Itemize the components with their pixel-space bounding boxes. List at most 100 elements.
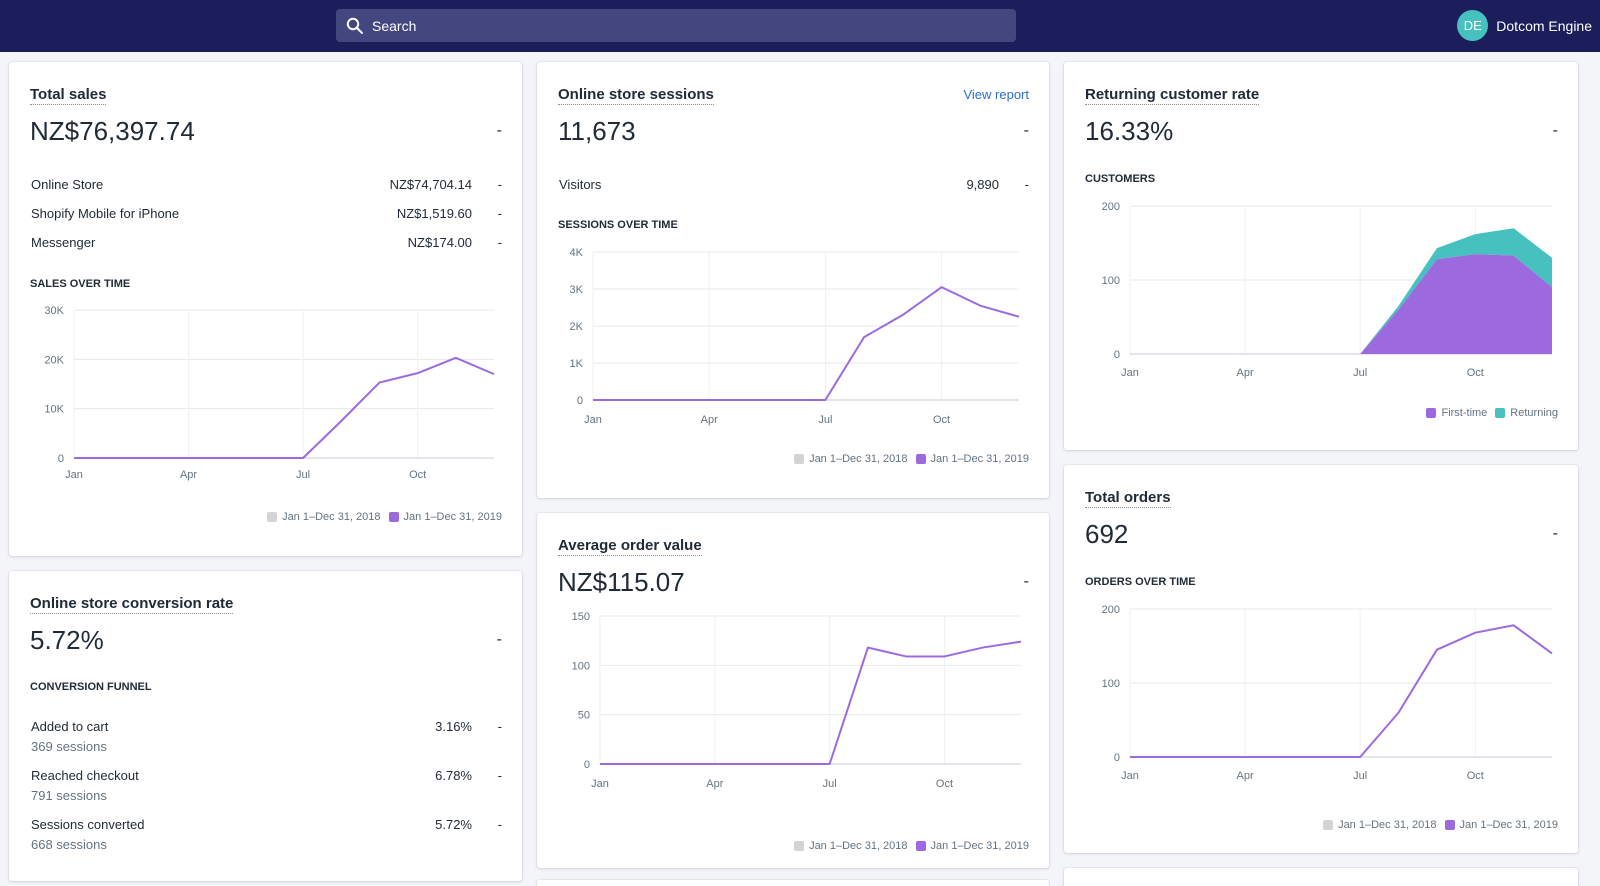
legend-label: Jan 1–Dec 31, 2019 — [930, 453, 1029, 465]
total-sales-card: Total sales NZ$76,397.74 - Online Store … — [9, 62, 522, 556]
comparison-dash: - — [1023, 122, 1029, 139]
list-item: Shopify Mobile for iPhone NZ$1,519.60 - — [31, 206, 502, 224]
funnel-step-label: Added to cart — [31, 719, 109, 734]
legend-swatch-2018 — [1323, 820, 1334, 830]
legend-label: Jan 1–Dec 31, 2018 — [1338, 819, 1437, 831]
average-order-value: NZ$115.07 — [558, 567, 685, 597]
area-series-first-time — [1130, 254, 1552, 354]
funnel-step-label: Sessions converted — [31, 817, 145, 832]
legend-label: Jan 1–Dec 31, 2018 — [809, 840, 908, 852]
x-tick-label: Jan — [584, 414, 602, 426]
comparison-dash: - — [497, 177, 502, 192]
funnel-step-rate: 3.16% — [435, 719, 472, 734]
y-tick-label: 0 — [577, 395, 583, 407]
legend-label: First-time — [1441, 407, 1488, 419]
funnel-step: Added to cart 3.16% - 369 sessions — [31, 719, 502, 754]
card-title[interactable]: Total sales — [30, 86, 107, 105]
legend-label: Returning — [1510, 407, 1558, 419]
view-report-link[interactable]: View report — [963, 87, 1029, 102]
funnel-step-rate: 5.72% — [435, 817, 472, 832]
y-tick-label: 3K — [570, 284, 584, 296]
returning-rate-value: 16.33% — [1085, 116, 1174, 146]
average-order-value-chart: 0 50 100 150 Jan Apr Jul Oct — [572, 611, 1022, 790]
y-tick-label: 20K — [44, 354, 64, 366]
comparison-dash: - — [496, 122, 502, 139]
area-series-returning — [1130, 228, 1552, 354]
comparison-dash: - — [1024, 177, 1029, 192]
legend-swatch-2019 — [388, 512, 399, 522]
x-tick-label: Jul — [1353, 770, 1367, 782]
x-tick-label: Jan — [591, 778, 609, 790]
chart-legend: Jan 1–Dec 31, 2018 Jan 1–Dec 31, 2019 — [786, 453, 1029, 465]
chart-subheading: SESSIONS OVER TIME — [558, 219, 678, 231]
card-title[interactable]: Online store sessions — [558, 86, 714, 105]
funnel-step: Sessions converted 5.72% - 668 sessions — [31, 817, 502, 852]
x-tick-label: Jul — [1353, 367, 1367, 379]
sessions-value: 11,673 — [558, 116, 636, 146]
avatar: DE — [1457, 10, 1489, 41]
y-tick-label: 30K — [44, 305, 64, 317]
y-tick-label: 150 — [572, 611, 590, 623]
conversion-rate-card: Online store conversion rate 5.72% - CON… — [9, 571, 522, 881]
chart-legend: Jan 1–Dec 31, 2018 Jan 1–Dec 31, 2019 — [259, 511, 502, 523]
conversion-rate-value: 5.72% — [30, 625, 104, 655]
chart-subheading: CONVERSION FUNNEL — [30, 681, 152, 693]
x-tick-label: Oct — [936, 778, 953, 790]
customers-chart: 0 100 200 Jan Apr Jul Oct — [1102, 201, 1552, 379]
legend-swatch-returning — [1495, 408, 1506, 418]
orders-over-time-chart: 0 100 200 Jan Apr Jul Oct — [1102, 604, 1553, 782]
average-order-value-card: Average order value NZ$115.07 - 0 50 100 15… — [537, 513, 1049, 868]
card-title[interactable]: Online store conversion rate — [30, 595, 234, 614]
legend-swatch-first-time — [1426, 408, 1437, 418]
partial-card — [1064, 868, 1578, 886]
legend-swatch-2019 — [915, 841, 926, 851]
list-item: Visitors 9,890 - — [559, 177, 1029, 195]
y-tick-label: 0 — [1114, 752, 1120, 764]
x-tick-label: Jul — [823, 778, 837, 790]
comparison-dash: - — [1552, 122, 1558, 139]
x-tick-label: Jan — [1121, 770, 1139, 782]
y-tick-label: 0 — [1114, 349, 1120, 361]
line-series-2019 — [74, 356, 495, 459]
sessions-card: Online store sessions View report 11,673… — [537, 62, 1049, 498]
x-tick-label: Jul — [296, 469, 310, 481]
channel-label: Shopify Mobile for iPhone — [31, 206, 180, 221]
legend-label: Jan 1–Dec 31, 2019 — [930, 840, 1029, 852]
card-title[interactable]: Average order value — [558, 537, 702, 556]
chart-subheading: SALES OVER TIME — [30, 278, 131, 290]
user-menu[interactable]: DE Dotcom Engine — [1457, 10, 1592, 41]
legend-swatch-2019 — [915, 454, 926, 464]
x-tick-label: Jan — [65, 469, 83, 481]
partial-card — [537, 880, 1049, 886]
sales-over-time-chart: 0 10K 20K 30K Jan Apr Jul Oct — [44, 305, 495, 481]
y-tick-label: 100 — [1102, 275, 1120, 287]
comparison-dash: - — [1552, 525, 1558, 542]
top-bar: Search DE Dotcom Engine — [0, 0, 1600, 52]
legend-label: Jan 1–Dec 31, 2018 — [809, 453, 908, 465]
legend-label: Jan 1–Dec 31, 2018 — [282, 511, 381, 523]
y-tick-label: 100 — [572, 660, 590, 672]
comparison-dash: - — [1023, 573, 1029, 590]
search-input[interactable]: Search — [336, 9, 1016, 42]
comparison-dash: - — [496, 631, 502, 648]
x-tick-label: Oct — [1467, 770, 1484, 782]
chart-legend: First-time Returning — [1418, 407, 1558, 419]
line-series-2019 — [593, 286, 1020, 401]
card-title[interactable]: Total orders — [1085, 489, 1171, 508]
chart-subheading: ORDERS OVER TIME — [1085, 576, 1196, 588]
card-title[interactable]: Returning customer rate — [1085, 86, 1260, 105]
x-tick-label: Apr — [180, 469, 197, 481]
funnel-step-sessions: 369 sessions — [31, 739, 107, 754]
funnel-step: Reached checkout 6.78% - 791 sessions — [31, 768, 502, 803]
x-tick-label: Oct — [933, 414, 950, 426]
y-tick-label: 0 — [58, 453, 64, 465]
x-tick-label: Apr — [701, 414, 718, 426]
funnel-step-sessions: 668 sessions — [31, 837, 107, 852]
channel-value: NZ$1,519.60 — [396, 206, 472, 221]
channel-value: NZ$174.00 — [407, 235, 472, 250]
list-item: Messenger NZ$174.00 - — [31, 235, 502, 253]
y-tick-label: 100 — [1102, 678, 1120, 690]
y-tick-label: 2K — [570, 321, 584, 333]
comparison-dash: - — [497, 768, 502, 783]
search-placeholder: Search — [372, 17, 417, 34]
